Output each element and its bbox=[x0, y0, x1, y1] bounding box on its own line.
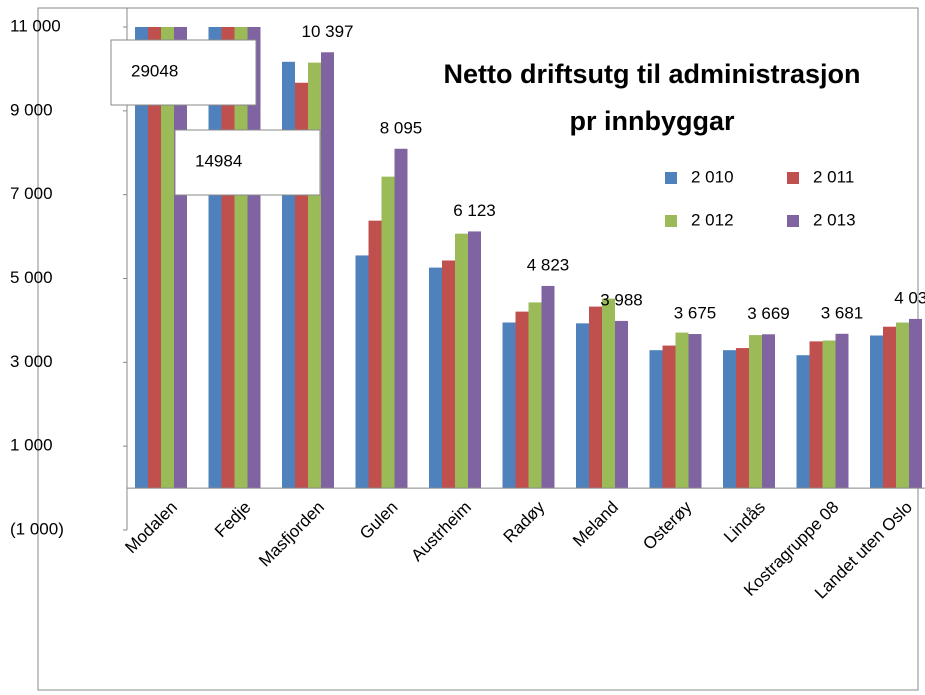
data-label: 3 988 bbox=[600, 290, 643, 309]
data-label: 29048 bbox=[131, 61, 178, 80]
callout-box bbox=[110, 39, 257, 106]
bar bbox=[308, 62, 321, 489]
legend-label: 2 010 bbox=[691, 167, 734, 186]
bar bbox=[455, 233, 468, 489]
chart-title: Netto driftsutg til administrasjon bbox=[443, 59, 860, 89]
bar bbox=[909, 318, 922, 489]
y-tick-label: 7 000 bbox=[10, 184, 53, 203]
bar bbox=[736, 348, 749, 489]
chart-title: pr innbyggar bbox=[569, 106, 734, 136]
y-tick-label: 1 000 bbox=[10, 436, 53, 455]
x-tick-label: Meland bbox=[569, 498, 622, 551]
y-tick-label: 3 000 bbox=[10, 352, 53, 371]
data-label: 14984 bbox=[195, 151, 242, 170]
x-tick-label: Modalen bbox=[121, 498, 181, 558]
bar bbox=[822, 340, 836, 489]
data-label: 8 095 bbox=[380, 118, 423, 137]
bar bbox=[749, 335, 762, 489]
legend-label: 2 011 bbox=[813, 167, 854, 186]
bar bbox=[723, 350, 736, 489]
bar bbox=[589, 306, 602, 489]
y-tick-label: 11 000 bbox=[10, 16, 61, 35]
bar bbox=[762, 334, 775, 489]
x-tick-label: Osterøy bbox=[639, 497, 696, 554]
data-label: 3 669 bbox=[747, 304, 790, 323]
x-tick-label: Radøy bbox=[500, 497, 549, 546]
legend-swatch bbox=[665, 172, 677, 184]
bar bbox=[321, 52, 334, 489]
data-label: 4 036 bbox=[894, 288, 925, 307]
bar bbox=[502, 322, 516, 489]
bar bbox=[368, 220, 382, 489]
bar bbox=[355, 255, 369, 489]
data-label: 3 681 bbox=[821, 303, 864, 322]
y-tick-label: 9 000 bbox=[10, 100, 53, 119]
y-tick-label: 5 000 bbox=[10, 268, 53, 287]
bar bbox=[870, 335, 883, 489]
legend-swatch bbox=[787, 172, 799, 184]
x-tick-label: Masfjorden bbox=[255, 498, 328, 571]
legend-label: 2 013 bbox=[813, 210, 856, 229]
x-tick-label: Fedje bbox=[211, 498, 255, 542]
bar bbox=[468, 231, 481, 489]
bar bbox=[148, 27, 161, 489]
bar bbox=[796, 355, 810, 489]
bar bbox=[835, 333, 849, 489]
bar bbox=[394, 148, 408, 489]
x-tick-label: Austrheim bbox=[407, 498, 475, 566]
callout-box bbox=[174, 129, 321, 196]
bar bbox=[576, 323, 589, 489]
bar bbox=[675, 332, 689, 489]
bar bbox=[541, 285, 555, 489]
bar bbox=[602, 298, 615, 489]
data-label: 10 397 bbox=[302, 22, 354, 41]
data-label: 6 123 bbox=[453, 201, 496, 220]
bar bbox=[429, 267, 442, 489]
bar bbox=[528, 302, 542, 489]
y-tick-label: (1 000) bbox=[10, 519, 64, 538]
bar bbox=[883, 326, 896, 489]
bar bbox=[662, 345, 676, 489]
x-tick-label: Gulen bbox=[356, 498, 402, 544]
bar bbox=[282, 61, 295, 489]
bar bbox=[896, 322, 909, 489]
bar bbox=[161, 27, 174, 489]
legend-swatch bbox=[787, 215, 799, 227]
bar bbox=[809, 341, 823, 489]
legend-label: 2 012 bbox=[691, 210, 734, 229]
bar bbox=[381, 176, 395, 489]
legend-swatch bbox=[665, 215, 677, 227]
x-tick-label: Lindås bbox=[720, 498, 769, 547]
bar bbox=[615, 320, 628, 489]
bar bbox=[135, 27, 148, 489]
bar bbox=[649, 350, 663, 489]
data-label: 3 675 bbox=[674, 304, 717, 323]
bar bbox=[515, 311, 529, 489]
data-label: 4 823 bbox=[527, 255, 570, 274]
bar bbox=[688, 334, 702, 489]
bar bbox=[442, 260, 455, 489]
